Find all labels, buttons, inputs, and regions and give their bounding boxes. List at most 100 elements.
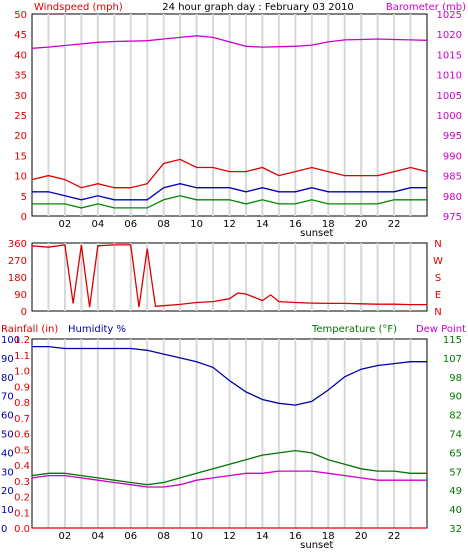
dewpoint-axis-label: Dew Point	[416, 324, 466, 335]
temperature-tick-label: 32	[449, 524, 462, 535]
humidity-tick-label: 0	[1, 524, 7, 535]
windspeed-tick-label: 5	[21, 192, 27, 203]
humidity-tick-label: 70	[1, 392, 14, 403]
barometer-tick-label: 1000	[437, 111, 462, 122]
rainfall-tick-label: 0.7	[14, 414, 30, 425]
x-tick-label: 10	[190, 531, 203, 542]
x-tick-label: 08	[157, 219, 170, 230]
temperature-tick-label: 74	[449, 430, 462, 441]
humidity-tick-label: 30	[1, 467, 14, 478]
windspeed-tick-label: 50	[14, 10, 27, 21]
humidity-tick-label: 80	[1, 373, 14, 384]
windspeed-tick-label: 15	[14, 151, 27, 162]
direction-tick-label: 180	[8, 273, 27, 284]
humidity-tick-label: 20	[1, 486, 14, 497]
x-tick-label: 20	[355, 219, 368, 230]
windspeed-tick-label: 35	[14, 71, 27, 82]
temperature-tick-label: 82	[449, 411, 462, 422]
windspeed-tick-label: 25	[14, 111, 27, 122]
wind-avg-series	[32, 183, 427, 201]
wind-min-series	[32, 195, 427, 209]
x-tick-label: 10	[190, 219, 203, 230]
dewpoint-series	[31, 470, 427, 488]
temperature-tick-label: 49	[449, 486, 462, 497]
windspeed-tick-label: 40	[14, 50, 27, 61]
windspeed-tick-label: 20	[14, 131, 27, 142]
direction-tick-label: 90	[14, 290, 27, 301]
compass-label: N	[434, 239, 441, 250]
temperature-axis-label: Temperature (°F)	[311, 324, 397, 335]
temperature-tick-label: 40	[449, 505, 462, 516]
barometer-tick-label: 1020	[437, 30, 462, 41]
humidity-series	[32, 345, 427, 406]
wind-gust-series	[31, 158, 428, 189]
x-tick-label: 08	[157, 531, 170, 542]
barometer-tick-label: 1015	[437, 50, 462, 61]
compass-label: E	[435, 290, 441, 301]
sunset-annotation: sunset	[300, 540, 333, 551]
temperature-tick-label: 98	[449, 373, 462, 384]
barometer-tick-label: 980	[443, 192, 462, 203]
compass-label: N	[434, 307, 441, 318]
x-tick-label: 22	[388, 219, 401, 230]
x-tick-label: 06	[124, 219, 137, 230]
humidity-tick-label: 10	[1, 505, 14, 516]
x-tick-label: 16	[289, 219, 302, 230]
rainfall-tick-label: 0.1	[14, 508, 30, 519]
rainfall-tick-label: 0.5	[14, 445, 30, 456]
barometer-tick-label: 990	[443, 151, 462, 162]
humidity-tick-label: 90	[1, 354, 14, 365]
humidity-tick-label: 60	[1, 411, 14, 422]
barometer-tick-label: 985	[443, 172, 462, 183]
x-tick-label: 12	[223, 219, 236, 230]
temperature-series	[31, 449, 427, 486]
humidity-tick-label: 40	[1, 448, 14, 459]
compass-label: W	[433, 256, 443, 267]
wind-direction-series	[31, 244, 427, 308]
temperature-tick-label: 65	[449, 448, 462, 459]
direction-tick-label: 0	[21, 307, 27, 318]
rainfall-tick-label: 0.6	[14, 430, 30, 441]
windspeed-axis-label: Windspeed (mph)	[34, 2, 123, 13]
x-tick-label: 04	[91, 219, 104, 230]
rainfall-tick-label: 0.0	[14, 524, 30, 535]
barometer-tick-label: 975	[443, 212, 462, 223]
barometer-axis-label: Barometer (mb)	[386, 2, 466, 13]
rainfall-tick-label: 1.0	[14, 367, 30, 378]
barometer-tick-label: 995	[443, 131, 462, 142]
windspeed-tick-label: 30	[14, 91, 27, 102]
rainfall-axis-label: Rainfall (in)	[1, 324, 58, 335]
x-tick-label: 02	[59, 531, 72, 542]
x-tick-label: 04	[91, 531, 104, 542]
temperature-tick-label: 90	[449, 392, 462, 403]
humidity-tick-label: 50	[1, 430, 14, 441]
windspeed-tick-label: 10	[14, 172, 27, 183]
temperature-tick-label: 57	[449, 467, 462, 478]
rainfall-tick-label: 0.3	[14, 477, 30, 488]
x-tick-label: 18	[322, 219, 335, 230]
x-tick-label: 14	[256, 219, 269, 230]
windspeed-tick-label: 0	[21, 212, 27, 223]
temperature-tick-label: 115	[443, 335, 462, 346]
x-tick-label: 20	[355, 531, 368, 542]
x-tick-label: 12	[223, 531, 236, 542]
rainfall-tick-label: 0.8	[14, 398, 30, 409]
x-tick-label: 16	[289, 531, 302, 542]
barometer-tick-label: 1010	[437, 71, 462, 82]
windspeed-tick-label: 45	[14, 30, 27, 41]
rainfall-tick-label: 0.4	[14, 461, 30, 472]
x-tick-label: 02	[59, 219, 72, 230]
rainfall-tick-label: 1.2	[14, 335, 30, 346]
rainfall-tick-label: 0.2	[14, 493, 30, 504]
x-tick-label: 18	[322, 531, 335, 542]
direction-tick-label: 270	[8, 256, 27, 267]
rainfall-tick-label: 0.9	[14, 382, 30, 393]
temperature-tick-label: 107	[443, 354, 462, 365]
direction-tick-label: 360	[8, 239, 27, 250]
barometer-tick-label: 1025	[437, 10, 462, 21]
sunset-annotation: sunset	[300, 228, 333, 239]
barometer-series	[31, 35, 428, 49]
x-tick-label: 22	[388, 531, 401, 542]
barometer-tick-label: 1005	[437, 91, 462, 102]
